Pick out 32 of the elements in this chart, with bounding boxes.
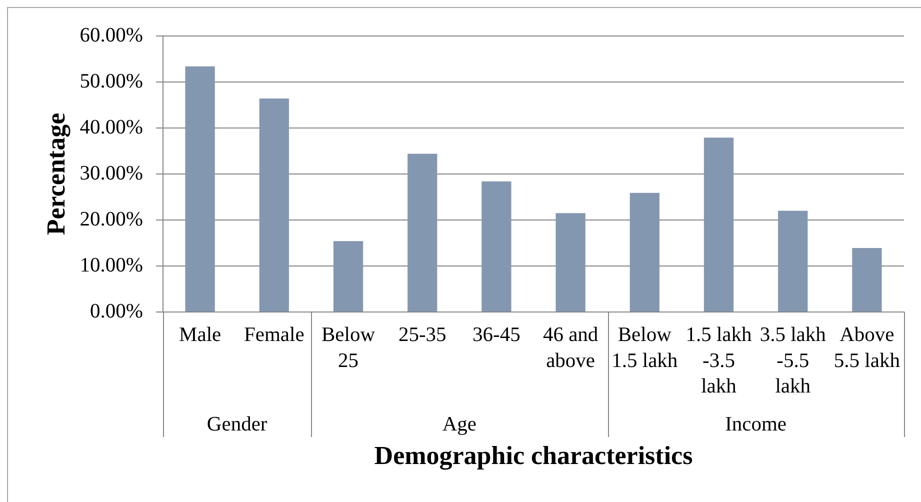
bar: [259, 98, 289, 312]
y-tick-label: 30.00%: [80, 162, 143, 184]
y-tick-label: 20.00%: [80, 208, 143, 230]
y-tick-label: 10.00%: [80, 254, 143, 276]
y-tick-label: 0.00%: [90, 300, 143, 322]
bar: [556, 213, 586, 312]
bar: [630, 192, 660, 312]
x-tick-label: 3.5 lakh -5.5 lakh: [760, 324, 826, 398]
y-tick-label: 40.00%: [80, 116, 143, 138]
bar: [333, 241, 364, 312]
bar: [482, 181, 512, 312]
bar: [852, 248, 882, 312]
x-tick-label: Male: [178, 324, 222, 346]
bar: [185, 66, 215, 312]
x-tick-label: Below 25: [321, 324, 376, 372]
y-axis-title: Percentage: [41, 112, 70, 236]
x-axis-title: Demographic characteristics: [374, 441, 693, 470]
x-tick-label: 1.5 lakh -3.5 lakh: [686, 324, 752, 398]
text: Gender: [206, 413, 268, 436]
x-tick-label: 25-35: [398, 324, 446, 346]
y-tick-label: 50.00%: [80, 70, 143, 92]
x-tick-label: Below 1.5 lakh: [612, 324, 678, 372]
bar: [778, 210, 808, 312]
bar: [408, 154, 438, 312]
x-tick-label: 36-45: [472, 324, 520, 346]
text: Income: [725, 413, 787, 436]
text: Age: [442, 413, 476, 436]
bar: [704, 138, 734, 312]
x-tick-label: Above 5.5 lakh: [834, 324, 900, 372]
x-tick-label: Female: [244, 324, 304, 346]
y-tick-label: 60.00%: [80, 24, 143, 46]
x-tick-label: 46 and above: [542, 324, 598, 372]
